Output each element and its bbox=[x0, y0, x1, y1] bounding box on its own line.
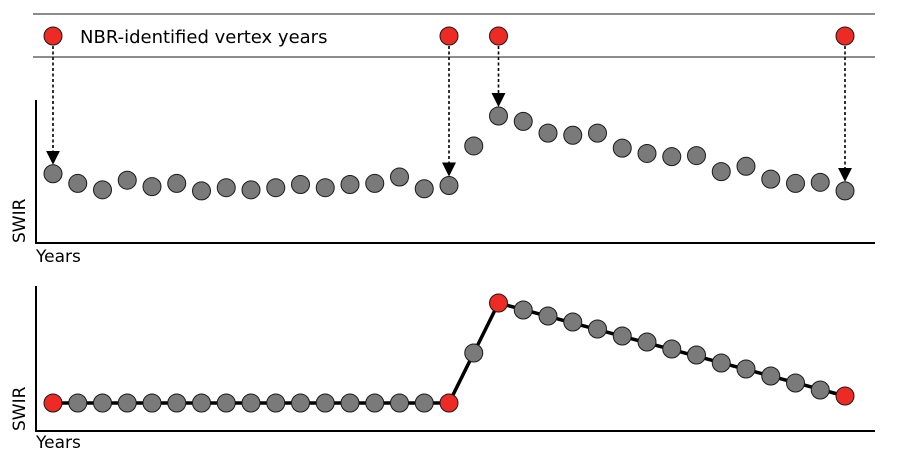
top-data-point bbox=[241, 180, 261, 200]
bottom-data-point bbox=[93, 393, 112, 413]
bottom-data-point bbox=[192, 393, 211, 413]
top-data-point bbox=[365, 173, 385, 193]
bottom-data-point bbox=[662, 339, 682, 359]
bottom-data-point bbox=[711, 353, 731, 373]
bottom-vertex-point bbox=[489, 293, 508, 313]
top-data-point bbox=[687, 146, 706, 166]
top-data-point bbox=[266, 178, 286, 198]
top-data-point bbox=[464, 136, 484, 156]
bottom-data-point bbox=[167, 393, 187, 413]
legend-label: NBR-identified vertex years bbox=[80, 27, 327, 48]
top-data-point bbox=[390, 167, 409, 187]
top-data-point bbox=[93, 180, 112, 200]
top-data-point bbox=[835, 181, 855, 201]
bottom-data-point bbox=[414, 393, 434, 413]
top-data-point bbox=[315, 178, 335, 198]
top-data-point bbox=[662, 147, 682, 167]
bottom-data-point bbox=[637, 332, 657, 352]
bottom-data-points bbox=[43, 293, 855, 413]
top-panel: Years SWIR bbox=[10, 26, 875, 267]
bottom-data-point bbox=[687, 345, 706, 365]
bottom-data-point bbox=[315, 393, 335, 413]
top-y-axis-label: SWIR bbox=[10, 198, 30, 243]
bottom-data-point bbox=[68, 393, 88, 413]
bottom-data-point bbox=[563, 312, 583, 332]
top-data-point bbox=[340, 174, 360, 194]
bottom-data-point bbox=[266, 393, 286, 413]
top-data-point bbox=[637, 143, 657, 163]
bottom-data-point bbox=[340, 393, 360, 413]
top-data-point bbox=[43, 164, 63, 184]
top-data-point bbox=[291, 174, 310, 194]
bottom-data-point bbox=[241, 393, 261, 413]
top-data-point bbox=[68, 173, 88, 193]
bottom-data-point bbox=[538, 306, 558, 326]
bottom-panel: Years SWIR bbox=[10, 286, 875, 453]
top-x-axis-label: Years bbox=[35, 247, 81, 267]
bottom-vertex-point bbox=[439, 393, 459, 413]
bottom-data-point bbox=[390, 393, 409, 413]
bottom-y-axis-label: SWIR bbox=[10, 386, 30, 431]
legend-vertex-marker bbox=[43, 26, 63, 46]
bottom-data-point bbox=[464, 343, 484, 363]
bottom-data-point bbox=[117, 393, 137, 413]
top-data-point bbox=[761, 169, 781, 189]
top-data-point bbox=[563, 125, 583, 145]
bottom-data-point bbox=[142, 393, 162, 413]
bottom-data-point bbox=[761, 366, 781, 386]
top-data-point bbox=[711, 162, 731, 182]
legend-vertex-marker bbox=[489, 26, 508, 46]
bottom-data-point bbox=[291, 393, 310, 413]
legend-band: NBR-identified vertex years bbox=[33, 13, 875, 58]
top-data-point bbox=[588, 123, 607, 143]
top-data-point bbox=[216, 178, 236, 198]
top-data-point bbox=[192, 181, 211, 201]
top-data-point bbox=[513, 111, 533, 131]
bottom-data-point bbox=[365, 393, 385, 413]
bottom-data-point bbox=[513, 300, 533, 320]
top-data-point bbox=[489, 106, 508, 126]
bottom-data-point bbox=[216, 393, 236, 413]
top-data-point bbox=[439, 176, 459, 196]
top-data-point bbox=[538, 123, 558, 143]
fitted-segments-line bbox=[53, 301, 846, 405]
bottom-data-point bbox=[786, 373, 805, 393]
legend-vertex-marker bbox=[439, 26, 459, 46]
top-data-point bbox=[414, 179, 434, 199]
top-data-point bbox=[612, 138, 632, 158]
bottom-vertex-point bbox=[43, 393, 63, 413]
top-data-point bbox=[786, 173, 805, 193]
bottom-data-point bbox=[612, 326, 632, 346]
top-data-point bbox=[167, 173, 187, 193]
bottom-data-point bbox=[736, 359, 756, 379]
top-data-points bbox=[43, 106, 855, 201]
bottom-data-point bbox=[810, 380, 830, 400]
vertex-arrows bbox=[43, 26, 855, 182]
top-data-point bbox=[117, 170, 137, 190]
bottom-data-point bbox=[588, 319, 607, 339]
top-data-point bbox=[142, 177, 162, 197]
bottom-vertex-point bbox=[835, 386, 855, 406]
bottom-x-axis-label: Years bbox=[35, 433, 81, 453]
top-data-point bbox=[810, 172, 830, 192]
top-data-point bbox=[736, 156, 756, 176]
legend-vertex-marker bbox=[835, 26, 855, 46]
